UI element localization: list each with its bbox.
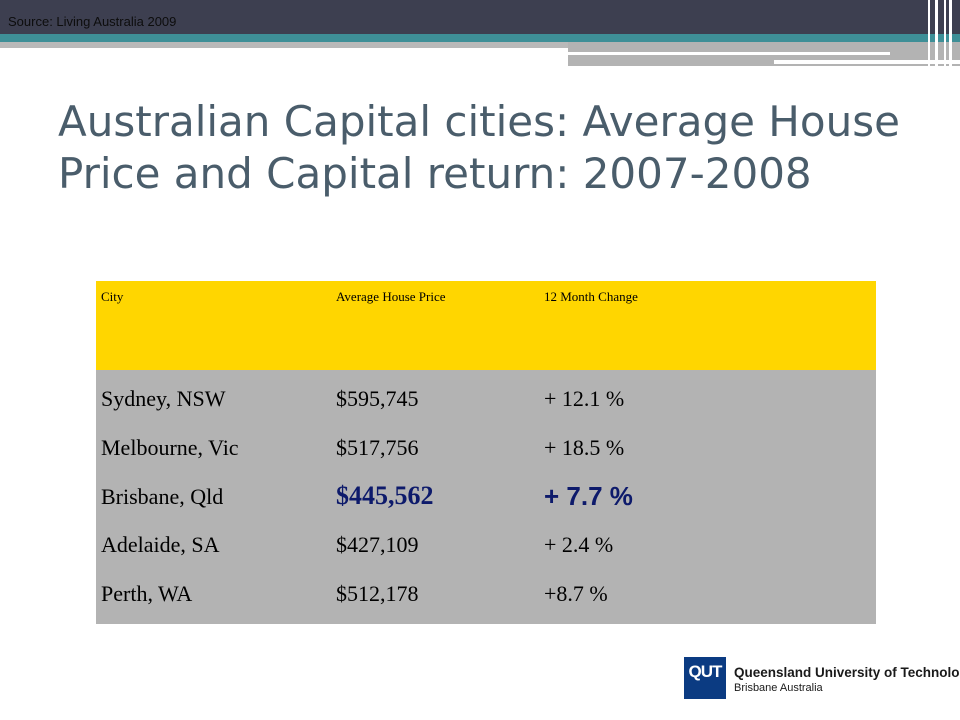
city-cell: Sydney, NSW: [101, 386, 226, 411]
university-location: Brisbane Australia: [734, 682, 823, 694]
house-price-table: City Average House Price 12 Month Change…: [96, 281, 876, 624]
corner-stripes: [920, 0, 960, 66]
slide-title: Australian Capital cities: Average House…: [58, 97, 900, 198]
column-header-price: Average House Price: [336, 289, 446, 304]
corner-stripe: [944, 0, 946, 66]
price-cell: $512,178: [336, 581, 419, 607]
column-header-change: 12 Month Change: [544, 289, 638, 304]
table-row: Adelaide, SA $427,109 + 2.4 %: [96, 522, 876, 571]
university-name: Queensland University of Technology: [734, 665, 960, 680]
white-accent-line: [568, 52, 890, 55]
table-row-highlighted: Brisbane, Qld $445,562 + 7.7 %: [96, 474, 876, 523]
teal-accent-strip: [0, 34, 960, 42]
corner-stripe: [928, 0, 930, 66]
price-cell-highlighted: $445,562: [336, 480, 434, 510]
price-cell: $427,109: [336, 532, 419, 558]
grey-accent-bar: [0, 42, 568, 48]
table-header-row: City Average House Price 12 Month Change: [96, 281, 876, 370]
city-cell: Perth, WA: [101, 581, 193, 607]
table-row: Sydney, NSW $595,745 + 12.1 %: [96, 376, 876, 425]
qut-logo: QUT Queensland University of Technology …: [684, 657, 960, 699]
table-body: Sydney, NSW $595,745 + 12.1 % Melbourne,…: [96, 370, 876, 624]
column-header-city: City: [101, 289, 124, 304]
city-cell: Brisbane, Qld: [101, 483, 224, 509]
city-cell: Melbourne, Vic: [101, 434, 239, 460]
corner-stripe: [949, 0, 952, 66]
white-accent-line-lower: [774, 60, 960, 64]
qut-logo-mark: QUT: [684, 657, 726, 699]
change-cell-highlighted: + 7.7 %: [544, 480, 633, 511]
price-cell: $595,745: [336, 386, 419, 411]
change-cell: +8.7 %: [544, 581, 608, 607]
city-cell: Adelaide, SA: [101, 532, 220, 558]
change-cell: + 12.1 %: [544, 386, 625, 411]
change-cell: + 2.4 %: [544, 532, 614, 558]
corner-stripe: [935, 0, 938, 66]
price-cell: $517,756: [336, 434, 419, 460]
qut-logo-mark-text: QUT: [688, 662, 723, 681]
source-label: Source: Living Australia 2009: [8, 14, 177, 29]
table-row: Perth, WA $512,178 +8.7 %: [96, 571, 876, 620]
table-row: Melbourne, Vic $517,756 + 18.5 %: [96, 425, 876, 474]
change-cell: + 18.5 %: [544, 434, 625, 460]
top-banner: Source: Living Australia 2009: [0, 0, 960, 34]
